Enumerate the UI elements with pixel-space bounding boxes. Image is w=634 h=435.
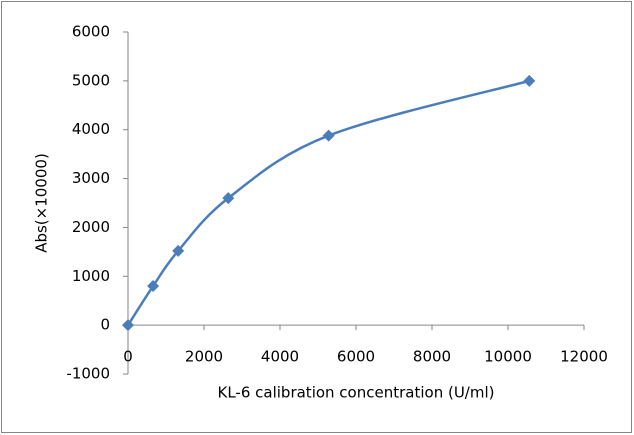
y-tick-label: 6000 [72, 23, 110, 41]
x-tick-label: 0 [123, 348, 133, 366]
x-tick-label: 6000 [337, 348, 375, 366]
data-point [322, 129, 335, 142]
y-tick-label: 1000 [72, 267, 110, 285]
data-point [147, 280, 160, 293]
x-axis-label: KL-6 calibration concentration (U/ml) [218, 384, 495, 402]
x-tick-label: 8000 [413, 348, 451, 366]
y-tick-label: 0 [100, 316, 110, 334]
y-tick-label: 4000 [72, 120, 110, 138]
y-tick-label: 5000 [72, 71, 110, 89]
data-point [222, 192, 235, 205]
y-tick-label: -1000 [66, 365, 110, 383]
data-point [172, 244, 185, 257]
y-tick-label: 3000 [72, 169, 110, 187]
x-tick-label: 10000 [484, 348, 532, 366]
data-point [122, 319, 134, 332]
data-point [523, 74, 536, 87]
y-tick-label: 2000 [72, 218, 110, 236]
x-tick-label: 2000 [185, 348, 223, 366]
y-axis-label: Abs(×10000) [33, 153, 51, 253]
x-tick-label: 4000 [261, 348, 299, 366]
x-tick-label: 12000 [560, 348, 608, 366]
